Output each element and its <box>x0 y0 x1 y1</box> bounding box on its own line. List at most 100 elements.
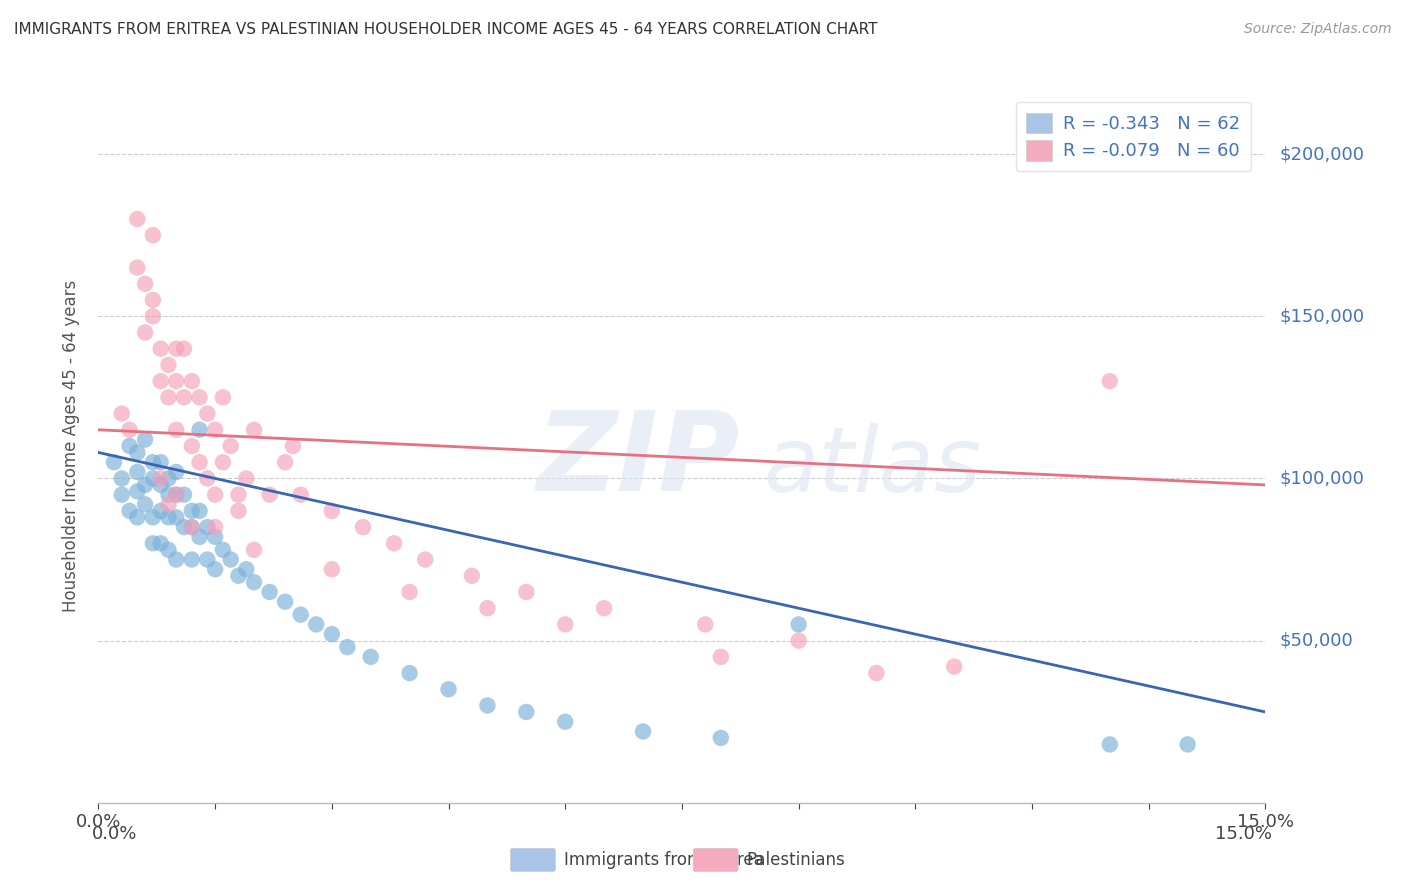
Point <box>134 497 156 511</box>
Point <box>165 510 187 524</box>
Point <box>515 705 537 719</box>
Point <box>212 390 235 404</box>
Point <box>188 390 211 404</box>
Point <box>149 471 172 485</box>
Point <box>173 342 195 356</box>
Point <box>142 510 165 524</box>
Point <box>165 374 187 388</box>
Point <box>321 562 343 576</box>
Point <box>149 455 172 469</box>
Point <box>165 342 187 356</box>
Point <box>157 471 180 485</box>
Point <box>204 488 226 502</box>
Point <box>127 465 149 479</box>
Legend: R = -0.343   N = 62, R = -0.079   N = 60: R = -0.343 N = 62, R = -0.079 N = 60 <box>1015 102 1250 171</box>
Point <box>235 471 257 485</box>
Point <box>149 536 172 550</box>
Point <box>142 228 165 243</box>
Point <box>787 617 810 632</box>
Point <box>461 568 484 582</box>
Text: $100,000: $100,000 <box>1279 469 1364 487</box>
Point <box>157 497 180 511</box>
Point <box>336 640 359 654</box>
Point <box>204 530 226 544</box>
Point <box>398 585 420 599</box>
Text: ZIP: ZIP <box>537 407 741 514</box>
Point <box>305 617 328 632</box>
Point <box>398 666 420 681</box>
Point <box>228 488 250 502</box>
Point <box>243 423 266 437</box>
Point <box>157 542 180 557</box>
Text: Source: ZipAtlas.com: Source: ZipAtlas.com <box>1244 22 1392 37</box>
Point <box>157 488 180 502</box>
Point <box>710 731 733 745</box>
Point <box>274 595 297 609</box>
Point <box>352 520 374 534</box>
Point <box>865 666 887 681</box>
Point <box>290 488 312 502</box>
Point <box>127 510 149 524</box>
Point <box>943 659 966 673</box>
Point <box>1098 738 1121 752</box>
Point <box>149 478 172 492</box>
Point <box>382 536 405 550</box>
Point <box>259 585 281 599</box>
Point <box>321 504 343 518</box>
Point <box>173 390 195 404</box>
Text: $50,000: $50,000 <box>1279 632 1353 649</box>
Point <box>134 433 156 447</box>
Point <box>631 724 654 739</box>
Point <box>204 520 226 534</box>
Point <box>173 488 195 502</box>
Point <box>477 601 499 615</box>
Point <box>127 484 149 499</box>
Text: Palestinians: Palestinians <box>747 851 845 869</box>
Point <box>111 471 134 485</box>
Point <box>157 358 180 372</box>
Point <box>695 617 717 632</box>
Point <box>321 627 343 641</box>
Point <box>165 423 187 437</box>
Text: atlas: atlas <box>763 424 981 511</box>
Text: IMMIGRANTS FROM ERITREA VS PALESTINIAN HOUSEHOLDER INCOME AGES 45 - 64 YEARS COR: IMMIGRANTS FROM ERITREA VS PALESTINIAN H… <box>14 22 877 37</box>
Point <box>165 488 187 502</box>
Text: 15.0%: 15.0% <box>1215 825 1272 843</box>
Point <box>188 423 211 437</box>
Point <box>173 520 195 534</box>
Point <box>212 542 235 557</box>
Text: $200,000: $200,000 <box>1279 145 1364 163</box>
Point <box>243 575 266 590</box>
Point <box>228 504 250 518</box>
Point <box>111 407 134 421</box>
Point <box>134 478 156 492</box>
Point <box>212 455 235 469</box>
Point <box>157 390 180 404</box>
Point <box>142 471 165 485</box>
Point <box>188 504 211 518</box>
Point <box>515 585 537 599</box>
Point <box>127 211 149 226</box>
Point <box>149 374 172 388</box>
Point <box>180 439 202 453</box>
Point <box>188 455 211 469</box>
Point <box>180 552 202 566</box>
Point <box>180 520 202 534</box>
Point <box>593 601 616 615</box>
Point <box>103 455 125 469</box>
Text: $150,000: $150,000 <box>1279 307 1364 326</box>
Point <box>127 260 149 275</box>
Point <box>281 439 304 453</box>
Point <box>195 471 218 485</box>
Point <box>219 552 242 566</box>
Text: 0.0%: 0.0% <box>91 825 136 843</box>
Point <box>235 562 257 576</box>
Point <box>204 423 226 437</box>
Point <box>142 536 165 550</box>
Point <box>142 455 165 469</box>
Point <box>274 455 297 469</box>
Point <box>360 649 382 664</box>
Point <box>149 342 172 356</box>
Point <box>142 293 165 307</box>
Y-axis label: Householder Income Ages 45 - 64 years: Householder Income Ages 45 - 64 years <box>62 280 80 612</box>
